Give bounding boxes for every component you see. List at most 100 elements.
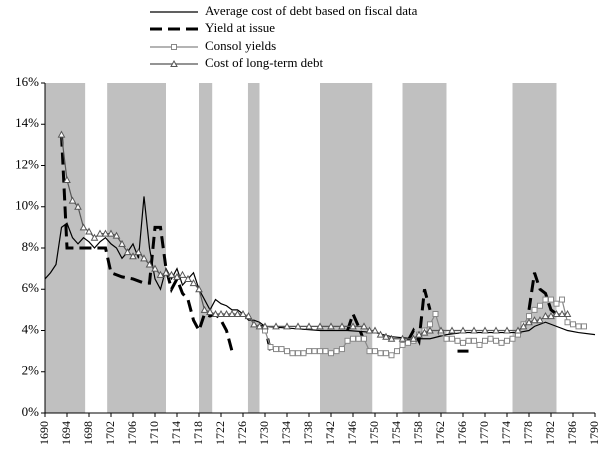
- x-tick-label: 1750: [367, 421, 381, 445]
- marker: [244, 312, 253, 320]
- marker: [509, 335, 516, 342]
- x-tick-label: 1730: [257, 421, 271, 445]
- y-tick-label: 4%: [22, 321, 40, 336]
- marker: [295, 350, 301, 357]
- marker: [575, 323, 582, 330]
- marker: [449, 335, 455, 342]
- marker: [470, 326, 478, 334]
- marker: [514, 326, 522, 334]
- marker: [399, 341, 406, 348]
- marker: [112, 231, 121, 239]
- marker: [388, 352, 395, 359]
- marker: [476, 341, 483, 348]
- marker: [387, 334, 396, 342]
- marker: [261, 322, 269, 330]
- marker: [178, 270, 187, 278]
- marker: [427, 321, 433, 328]
- marker: [162, 268, 170, 276]
- marker: [222, 309, 231, 317]
- x-tick-label: 1754: [389, 421, 403, 445]
- legend-label: Yield at issue: [205, 20, 275, 35]
- x-tick-label: 1762: [433, 421, 447, 445]
- x-tick-label: 1734: [279, 421, 293, 445]
- marker: [156, 270, 165, 278]
- marker: [349, 322, 357, 330]
- y-tick-label: 6%: [22, 280, 40, 295]
- x-tick-label: 1722: [213, 421, 227, 445]
- marker: [278, 346, 285, 353]
- x-tick-label: 1770: [477, 421, 491, 445]
- marker: [317, 348, 323, 355]
- marker: [481, 326, 489, 334]
- x-tick-label: 1746: [345, 421, 359, 445]
- marker: [371, 326, 379, 334]
- war-period: [512, 83, 557, 413]
- x-tick-label: 1702: [103, 421, 117, 445]
- marker: [366, 348, 373, 355]
- y-tick-label: 16%: [15, 74, 39, 89]
- marker: [294, 322, 302, 330]
- marker: [459, 326, 467, 334]
- y-tick-label: 0%: [22, 404, 40, 419]
- marker: [415, 330, 423, 338]
- marker: [376, 330, 385, 338]
- marker: [355, 335, 362, 342]
- x-tick-label: 1782: [543, 421, 557, 445]
- marker: [503, 326, 511, 334]
- marker: [283, 322, 291, 330]
- marker: [184, 274, 192, 282]
- marker: [267, 344, 274, 350]
- marker: [526, 313, 532, 320]
- marker: [306, 348, 312, 355]
- marker: [85, 227, 93, 235]
- marker: [552, 309, 561, 317]
- marker: [432, 311, 439, 317]
- marker: [129, 252, 137, 260]
- x-tick-label: 1774: [499, 421, 513, 445]
- marker: [471, 337, 477, 344]
- marker: [409, 334, 418, 342]
- x-tick-label: 1758: [411, 421, 425, 445]
- marker: [350, 335, 356, 342]
- marker: [570, 321, 576, 328]
- x-tick-label: 1738: [301, 421, 315, 445]
- marker: [217, 309, 225, 317]
- marker: [327, 322, 335, 330]
- marker: [311, 348, 318, 355]
- x-tick-label: 1694: [59, 421, 73, 445]
- marker: [365, 326, 374, 334]
- marker: [195, 285, 203, 293]
- marker: [101, 229, 110, 237]
- marker: [173, 272, 181, 280]
- x-tick-label: 1790: [587, 421, 600, 445]
- marker: [420, 328, 429, 336]
- marker: [289, 350, 296, 357]
- y-tick-label: 2%: [22, 363, 40, 378]
- marker: [398, 334, 407, 342]
- marker: [339, 346, 345, 353]
- x-tick-label: 1718: [191, 421, 205, 445]
- legend-label: Average cost of debt based on fiscal dat…: [205, 3, 418, 18]
- marker: [228, 309, 236, 317]
- marker: [189, 279, 198, 287]
- marker: [519, 322, 528, 330]
- marker: [530, 316, 539, 324]
- war-period: [199, 83, 213, 413]
- y-tick-label: 14%: [15, 115, 39, 130]
- marker: [465, 337, 472, 344]
- marker: [90, 233, 99, 241]
- marker: [487, 335, 494, 342]
- x-tick-label: 1710: [147, 421, 161, 445]
- marker: [123, 248, 132, 256]
- marker: [300, 350, 307, 357]
- marker: [68, 196, 77, 204]
- marker: [250, 320, 258, 328]
- legend-marker: [171, 44, 177, 50]
- x-tick-label: 1698: [81, 421, 95, 445]
- legend-label: Consol yields: [205, 38, 276, 53]
- marker: [206, 307, 214, 315]
- marker: [74, 202, 82, 210]
- marker: [493, 337, 499, 344]
- marker: [504, 337, 510, 344]
